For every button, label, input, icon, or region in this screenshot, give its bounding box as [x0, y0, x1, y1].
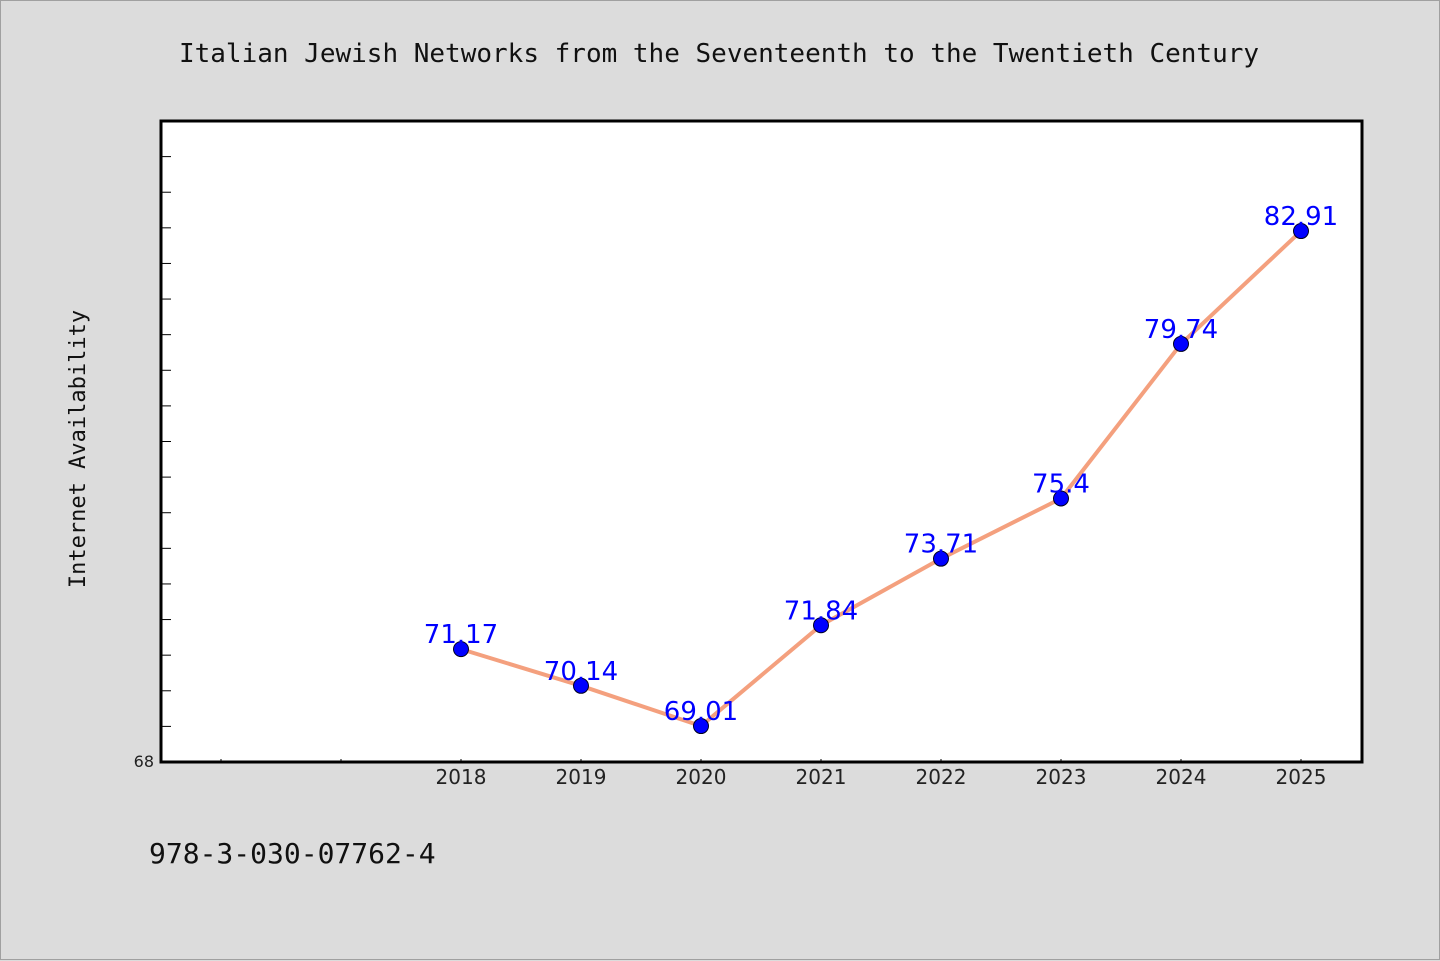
data-labels: 71.17 70.14 69.01 71.84 73.71 75.4 79.74 82.91 [424, 202, 1338, 727]
x-tick-label: 2018 [436, 765, 487, 789]
data-label: 73.71 [904, 530, 978, 560]
data-point [453, 641, 469, 658]
x-tick-labels: 2018 2019 2020 2021 2022 2023 2024 2025 [436, 765, 1327, 789]
data-point [1173, 335, 1189, 352]
plot-area [159, 119, 1364, 764]
data-point [933, 550, 949, 567]
x-tick-label: 2023 [1036, 765, 1087, 789]
data-point [573, 677, 589, 694]
data-label: 69.01 [664, 697, 738, 727]
data-label: 75.4 [1032, 469, 1090, 499]
x-axis-ticks [220, 759, 1302, 762]
y-tick-label-min: 68 [134, 752, 154, 771]
x-tick-label: 2025 [1276, 765, 1327, 789]
x-tick-label: 2022 [916, 765, 967, 789]
x-tick-label: 2019 [556, 765, 607, 789]
x-tick-label: 2021 [796, 765, 847, 789]
series-line [460, 229, 1303, 729]
series-markers [453, 223, 1309, 735]
data-label: 71.17 [424, 620, 498, 650]
data-label: 70.14 [544, 657, 618, 687]
y-axis-label: Internet Availability [66, 310, 91, 588]
data-label: 79.74 [1144, 315, 1218, 345]
data-point [1053, 490, 1069, 507]
data-point [813, 617, 829, 634]
x-tick-label: 2024 [1156, 765, 1207, 789]
data-point [693, 718, 709, 735]
data-point [1293, 223, 1309, 240]
data-label: 82.91 [1264, 202, 1338, 232]
data-label: 71.84 [784, 596, 858, 626]
x-tick-label: 2020 [676, 765, 727, 789]
y-axis-ticks [161, 156, 171, 727]
chart-title: Italian Jewish Networks from the Sevente… [179, 39, 1259, 69]
isbn-text: 978-3-030-07762-4 [149, 837, 436, 870]
